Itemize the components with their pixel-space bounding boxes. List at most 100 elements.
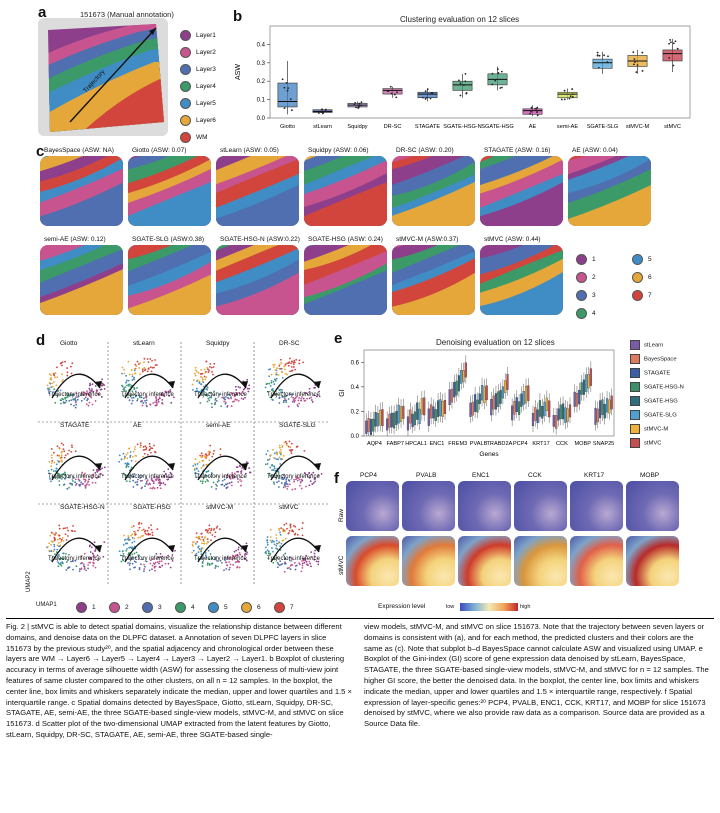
umap-point <box>141 529 143 532</box>
box <box>430 404 433 419</box>
umap-scatter <box>121 357 175 408</box>
stmvc-expression-tile <box>514 536 567 586</box>
umap-point <box>143 452 146 455</box>
umap-point <box>138 568 141 571</box>
umap-point <box>232 557 235 560</box>
umap-point <box>70 403 72 406</box>
umap-point <box>298 359 301 362</box>
umap-point <box>128 538 131 541</box>
umap-point <box>271 547 273 549</box>
umap-point <box>191 551 194 554</box>
umap-point <box>284 440 287 443</box>
tissue-tile <box>40 245 123 315</box>
umap-point <box>153 563 156 565</box>
umap-point <box>279 531 281 534</box>
tile-title: STAGATE (ASW: 0.16) <box>484 147 551 154</box>
umap-point <box>198 381 201 384</box>
raw-expression-tile <box>514 481 567 531</box>
umap-point <box>233 476 236 479</box>
umap-point <box>196 390 199 392</box>
umap-point <box>240 547 243 550</box>
umap-title: Squidpy <box>206 340 230 347</box>
umap-point <box>201 562 204 564</box>
umap-point <box>146 358 149 360</box>
legend-swatch <box>630 354 640 364</box>
data-point <box>322 112 324 115</box>
box <box>599 400 602 419</box>
umap-point <box>241 555 244 558</box>
box <box>605 398 609 413</box>
box <box>552 415 555 427</box>
box <box>511 405 514 421</box>
umap-point <box>167 562 170 565</box>
umap-point <box>103 388 106 390</box>
umap-point <box>233 550 236 553</box>
y-tick-label: 0.6 <box>351 360 360 366</box>
umap-point <box>230 397 233 400</box>
umap-point <box>203 476 205 479</box>
box <box>504 380 507 394</box>
legend-swatch <box>142 602 153 613</box>
umap-point <box>132 525 135 527</box>
box <box>379 409 382 426</box>
umap-point <box>191 543 194 546</box>
umap-point <box>217 565 220 568</box>
umap-point <box>275 373 278 376</box>
umap-point <box>296 445 299 448</box>
x-tick-label: SGATE-HSG-N <box>443 124 481 130</box>
umap-point <box>301 527 304 530</box>
umap-point <box>123 534 126 537</box>
umap-point <box>60 402 62 405</box>
umap-point <box>63 477 66 480</box>
umap-point <box>218 528 221 531</box>
umap-point <box>207 532 210 535</box>
y-tick-label: 0.0 <box>351 434 360 440</box>
umap-point <box>266 549 269 552</box>
umap-point <box>74 406 77 409</box>
umap-point <box>205 360 208 363</box>
box <box>531 412 535 427</box>
umap-point <box>134 390 137 393</box>
box <box>439 399 442 417</box>
box <box>601 399 604 415</box>
umap-point <box>60 475 63 478</box>
umap-point <box>166 476 168 478</box>
umap-point <box>244 472 247 475</box>
umap-point <box>131 397 133 399</box>
umap-point <box>292 396 295 399</box>
umap-point <box>287 485 289 488</box>
umap-point <box>133 540 136 543</box>
umap-point <box>91 481 94 484</box>
umap-point <box>211 370 213 373</box>
umap-point <box>92 559 95 561</box>
umap-point <box>281 458 284 460</box>
umap-point <box>141 479 143 482</box>
data-point <box>430 92 433 95</box>
data-point <box>324 110 327 112</box>
umap-point <box>266 462 269 465</box>
umap-point <box>75 396 77 398</box>
umap-point <box>211 534 214 536</box>
x-tick-label: stMVC-M <box>626 124 650 130</box>
umap-point <box>50 456 53 459</box>
legend-swatch <box>576 290 587 301</box>
box <box>506 374 509 390</box>
umap-point <box>238 552 241 554</box>
panel-c-legend-item: 4 <box>576 308 596 319</box>
umap-point <box>214 567 217 569</box>
umap-point <box>277 374 280 376</box>
umap-point <box>160 394 163 397</box>
legend-swatch <box>632 272 643 283</box>
umap-point <box>284 552 287 555</box>
umap-point <box>288 529 291 532</box>
box <box>575 393 579 407</box>
umap-point <box>48 549 51 552</box>
umap-scatter <box>46 524 106 572</box>
umap-point <box>228 561 230 563</box>
umap-point <box>282 530 285 533</box>
umap-point <box>269 466 272 469</box>
umap-point <box>289 357 291 360</box>
panel-c-label: c <box>36 143 45 160</box>
umap-point <box>276 481 278 484</box>
umap-point <box>284 372 287 375</box>
